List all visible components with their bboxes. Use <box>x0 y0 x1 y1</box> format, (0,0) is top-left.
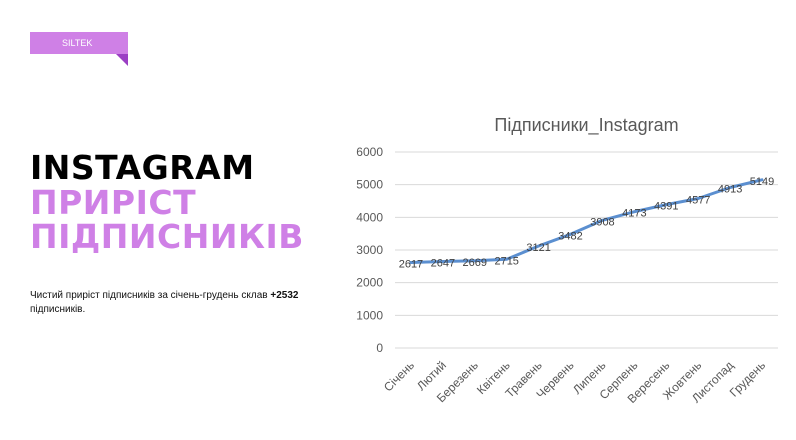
y-tick-label: 4000 <box>356 210 383 224</box>
data-label: 2647 <box>431 258 455 270</box>
data-label: 2715 <box>494 255 518 267</box>
heading-line-pryrist: ПРИРІСТ <box>30 183 197 222</box>
growth-description: Чистий приріст підписників за січень-гру… <box>30 289 330 317</box>
data-label: 3482 <box>558 230 582 242</box>
y-tick-label: 3000 <box>356 243 383 257</box>
brand-tag-fold <box>116 54 128 66</box>
y-tick-label: 5000 <box>356 178 383 192</box>
y-tick-label: 0 <box>376 341 383 355</box>
data-label: 4913 <box>718 184 742 196</box>
chart-title: Підписники_Instagram <box>494 115 678 136</box>
brand-tag: SILTEK <box>30 32 128 54</box>
description-text: Чистий приріст підписників за січень-гру… <box>30 290 271 301</box>
data-label: 2617 <box>399 259 423 271</box>
data-label: 4173 <box>622 208 646 220</box>
x-tick-label: Січень <box>381 358 417 394</box>
description-tail: підписників. <box>30 304 86 315</box>
heading-line-pidpysnykiv: ПІДПИСНИКІВ <box>30 217 304 256</box>
y-tick-label: 6000 <box>356 145 383 159</box>
data-label: 4577 <box>686 194 710 206</box>
x-tick-label: Грудень <box>727 358 768 399</box>
data-label: 3908 <box>590 216 614 228</box>
subscribers-line-chart: Підписники_Instagram 0 1000 2000 3000 4000 500… <box>356 115 778 406</box>
data-label: 3121 <box>526 242 550 254</box>
series-line <box>409 178 764 264</box>
heading-subtitle: ПРИРІСТ ПІДПИСНИКІВ <box>30 186 304 254</box>
data-label: 2669 <box>463 257 487 269</box>
data-label: 4391 <box>654 201 678 213</box>
data-label: 5149 <box>750 176 774 188</box>
y-tick-label: 1000 <box>356 308 383 322</box>
heading-instagram: INSTAGRAM <box>30 148 255 187</box>
description-highlight: +2532 <box>270 290 299 301</box>
y-tick-label: 2000 <box>356 276 383 290</box>
brand-tag-label: SILTEK <box>62 38 93 48</box>
